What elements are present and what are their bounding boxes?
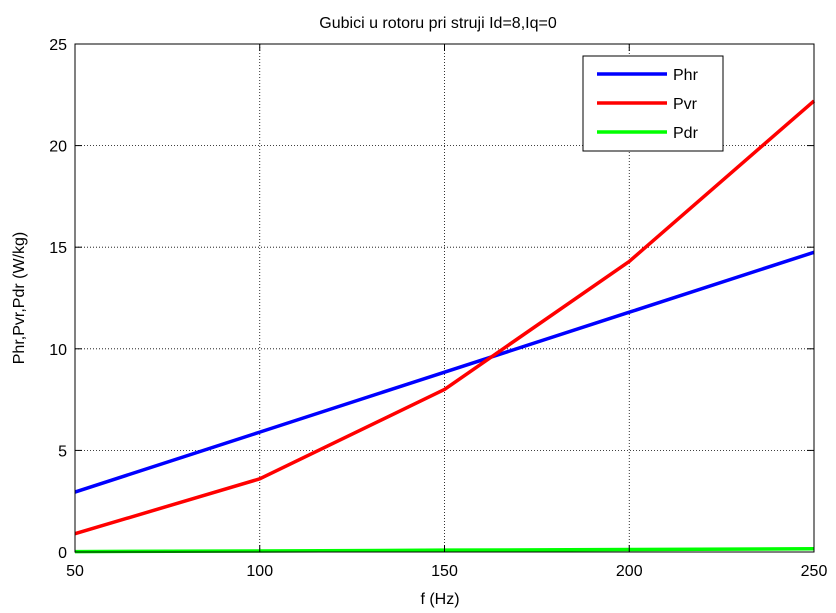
legend-label-phr: Phr	[673, 67, 699, 84]
x-tick-label: 50	[66, 563, 84, 580]
legend: Phr Pvr Pdr	[582, 55, 724, 152]
x-axis-label: f (Hz)	[420, 591, 459, 608]
x-tick-label: 150	[431, 563, 458, 580]
x-tick-label: 250	[801, 563, 828, 580]
chart-title: Gubici u rotoru pri struji Id=8,Iq=0	[319, 15, 557, 32]
legend-label-pdr: Pdr	[673, 125, 699, 142]
series-line-phr	[74, 250, 815, 494]
y-tick-label: 25	[49, 37, 67, 54]
axis-ticks: 50 100 150 200 250 0 5 10 15 20 25	[49, 37, 827, 580]
legend-label-pvr: Pvr	[673, 96, 698, 113]
y-axis-label: Phr,Pvr,Pdr (W/kg)	[11, 232, 28, 364]
series-line-pvr	[74, 99, 816, 536]
x-tick-label: 200	[616, 563, 643, 580]
x-tick-label: 100	[246, 563, 273, 580]
y-tick-label: 0	[58, 545, 67, 562]
y-tick-label: 5	[58, 443, 67, 460]
y-tick-label: 20	[49, 139, 67, 156]
y-tick-label: 15	[49, 240, 67, 257]
y-tick-label: 10	[49, 342, 67, 359]
